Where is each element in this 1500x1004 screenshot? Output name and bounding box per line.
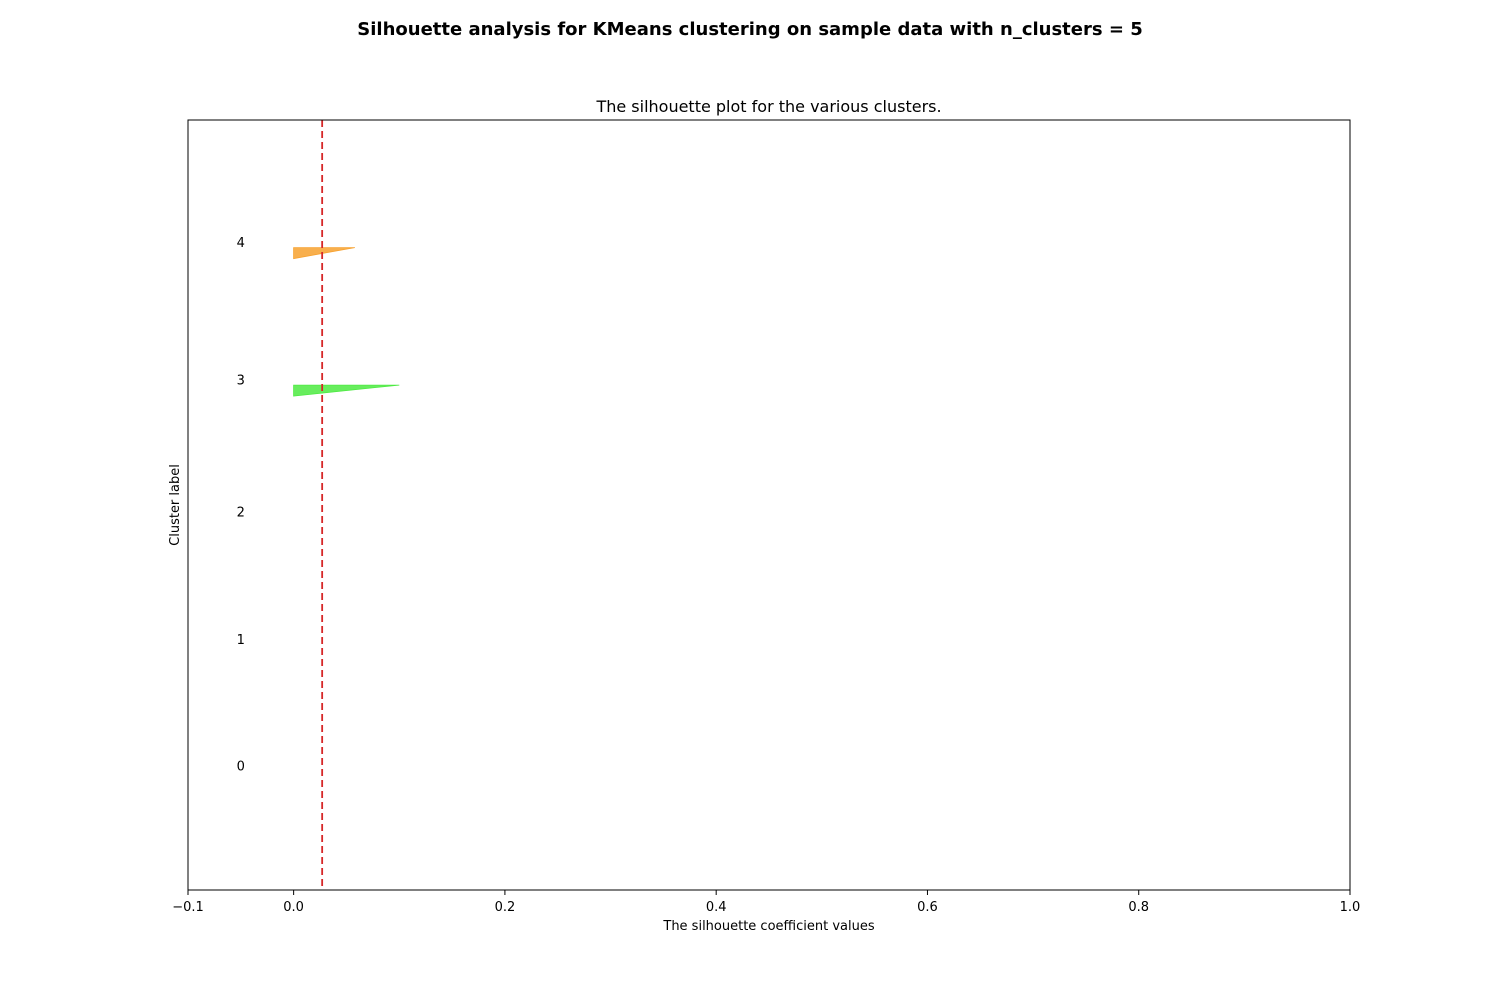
plot-frame bbox=[187, 119, 1351, 891]
x-tick-label: 0.0 bbox=[283, 900, 304, 915]
figure-title: Silhouette analysis for KMeans clusterin… bbox=[357, 19, 1142, 40]
chart-title: The silhouette plot for the various clus… bbox=[595, 97, 941, 116]
x-tick-label: 0.6 bbox=[917, 900, 938, 915]
cluster-label-0: 0 bbox=[237, 760, 245, 775]
cluster-label-4: 4 bbox=[237, 236, 245, 251]
cluster-label-2: 2 bbox=[237, 506, 245, 521]
plot-area: 0 1 2 3 4 bbox=[237, 120, 400, 890]
x-tick-label: −0.1 bbox=[172, 900, 204, 915]
x-tick-label: 0.2 bbox=[495, 900, 516, 915]
y-axis-label: Cluster label bbox=[168, 464, 183, 546]
x-axis-label: The silhouette coefficient values bbox=[662, 919, 874, 934]
cluster-silhouette-4 bbox=[293, 247, 355, 260]
x-tick-label: 0.8 bbox=[1128, 900, 1149, 915]
x-tick-label: 0.4 bbox=[706, 900, 727, 915]
x-tick-label: 1.0 bbox=[1340, 900, 1361, 915]
cluster-silhouette-3 bbox=[293, 384, 400, 397]
cluster-label-3: 3 bbox=[237, 374, 245, 389]
cluster-label-1: 1 bbox=[237, 633, 245, 648]
